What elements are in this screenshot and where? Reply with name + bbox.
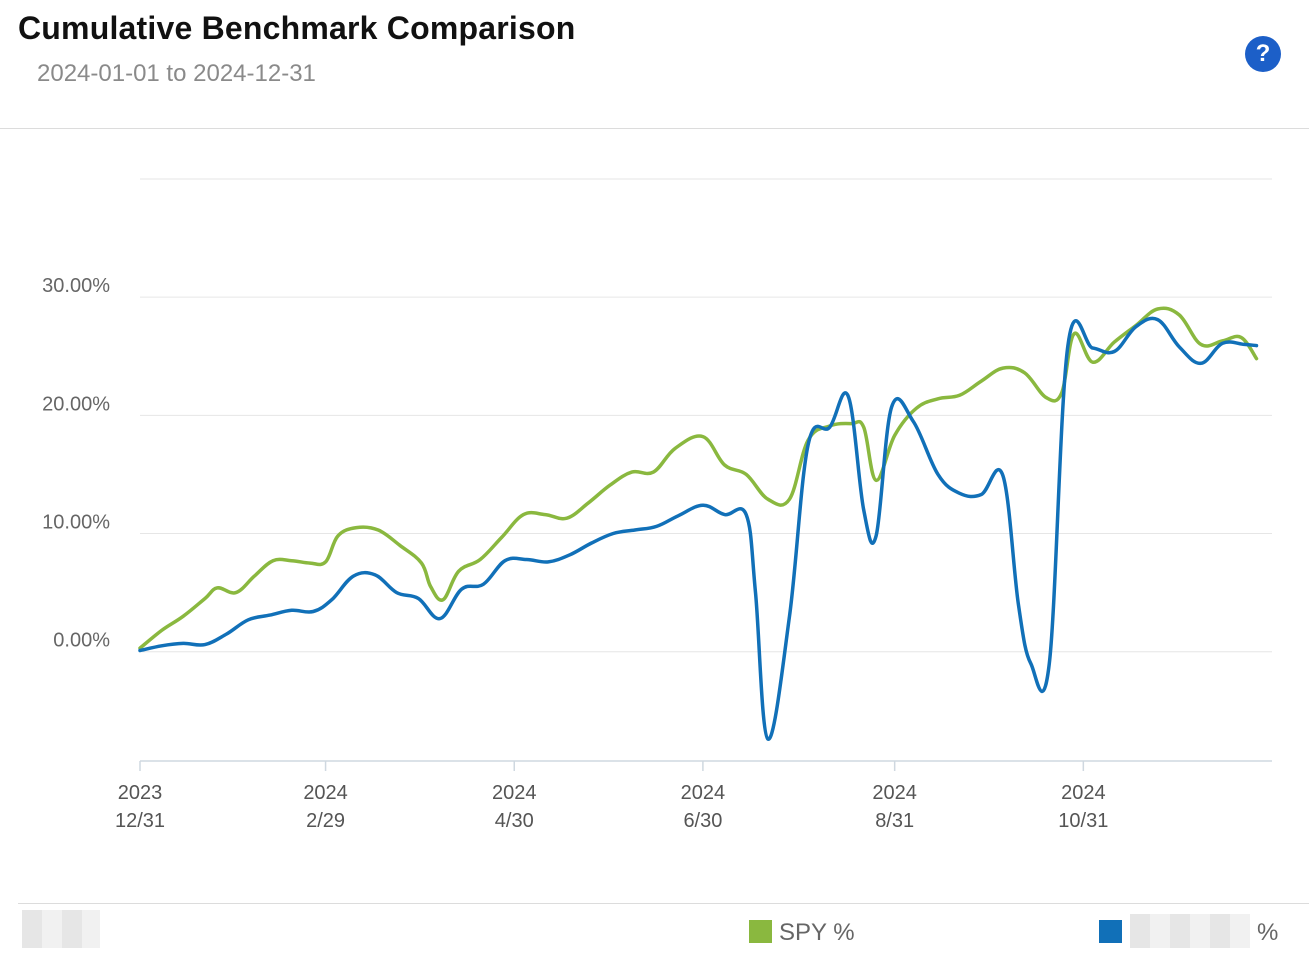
x-tick-label-year: 2024 (1061, 782, 1106, 804)
x-tick-label-date: 12/31 (115, 810, 165, 832)
y-tick-label: 30.00% (42, 275, 110, 297)
x-tick-label-date: 2/29 (306, 810, 345, 832)
date-range: 2024-01-01 to 2024-12-31 (37, 60, 316, 87)
chart-title: Cumulative Benchmark Comparison (18, 10, 576, 46)
x-tick-label-year: 2024 (872, 782, 917, 804)
redacted-label (22, 910, 100, 948)
chart-header: Cumulative Benchmark Comparison 2024-01-… (0, 0, 1309, 129)
y-tick-label: 20.00% (42, 393, 110, 415)
redacted-portfolio-name (1130, 914, 1250, 948)
x-tick-label-date: 6/30 (683, 810, 722, 832)
x-tick-label-year: 2024 (303, 782, 348, 804)
y-tick-label: 10.00% (42, 512, 110, 534)
y-tick-label: 0.00% (53, 630, 110, 652)
x-tick-label-year: 2024 (492, 782, 537, 804)
x-tick-label-date: 8/31 (875, 810, 914, 832)
portfolio-legend-suffix: % (1257, 919, 1279, 946)
benchmark-line-chart: 0.00% 10.00% 20.00% 30.00% 2023 12/31 2024 2/29… (42, 178, 1272, 832)
x-tick-label-year: 2024 (681, 782, 726, 804)
x-tick-label-year: 2023 (118, 782, 163, 804)
portfolio-legend-swatch (1099, 920, 1122, 943)
x-tick-label-date: 10/31 (1058, 810, 1108, 832)
spy-legend-swatch (749, 920, 772, 943)
spy-series-line (138, 306, 1259, 650)
portfolio-series-line (138, 316, 1259, 741)
chart-legend: SPY % % (18, 903, 1309, 954)
x-tick-label-date: 4/30 (495, 810, 534, 832)
spy-legend-label: SPY % (779, 919, 855, 946)
help-button[interactable]: ? (1245, 36, 1281, 72)
